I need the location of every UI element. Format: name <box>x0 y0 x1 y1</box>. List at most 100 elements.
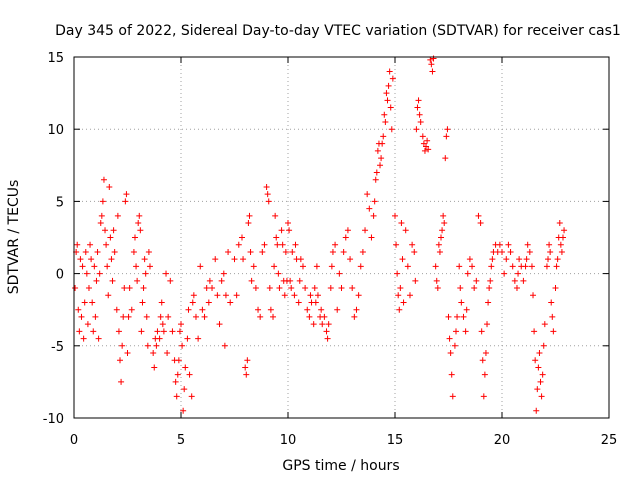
data-point <box>118 378 125 385</box>
data-point <box>105 292 112 299</box>
data-point <box>553 263 560 270</box>
data-point <box>385 82 392 89</box>
data-point <box>556 220 563 227</box>
data-point <box>299 263 306 270</box>
data-point <box>185 306 192 313</box>
data-point <box>104 263 111 270</box>
data-point <box>475 212 482 219</box>
data-point <box>355 292 362 299</box>
data-point <box>327 285 334 292</box>
data-point <box>552 285 559 292</box>
data-point <box>380 133 387 140</box>
data-point <box>313 263 320 270</box>
data-point <box>78 313 85 320</box>
data-point <box>89 299 96 306</box>
data-point <box>95 335 102 342</box>
data-point <box>77 256 84 263</box>
data-point <box>429 68 436 75</box>
data-point <box>462 328 469 335</box>
data-point <box>499 248 505 255</box>
data-point <box>340 248 347 255</box>
data-point <box>347 256 354 263</box>
grid-lines <box>74 57 609 418</box>
data-point <box>158 299 165 306</box>
data-point <box>357 263 364 270</box>
data-point <box>114 212 121 219</box>
data-point <box>175 357 182 364</box>
data-point <box>452 328 459 335</box>
data-point <box>397 285 404 292</box>
data-point <box>537 378 544 385</box>
data-point <box>416 111 423 118</box>
data-point <box>304 306 311 313</box>
data-point <box>548 299 555 306</box>
data-point <box>546 241 553 248</box>
data-point <box>169 328 176 335</box>
data-point <box>481 371 488 378</box>
data-point <box>505 241 512 248</box>
data-point <box>96 270 103 277</box>
data-point <box>332 241 339 248</box>
data-point <box>378 155 385 162</box>
data-point <box>400 299 407 306</box>
data-point <box>439 227 446 234</box>
data-point <box>138 328 145 335</box>
data-point <box>389 75 396 82</box>
data-point <box>458 299 465 306</box>
data-point <box>92 313 99 320</box>
data-point <box>473 277 480 284</box>
x-tick-label: 25 <box>601 433 618 448</box>
data-point <box>382 118 389 125</box>
data-point <box>543 263 550 270</box>
data-point <box>178 321 184 328</box>
data-point <box>425 146 432 153</box>
plot-frame <box>73 56 610 419</box>
data-point <box>353 306 360 313</box>
data-point <box>449 393 456 400</box>
data-point <box>167 277 174 284</box>
x-tick-label: 5 <box>177 433 185 448</box>
data-point <box>471 285 478 292</box>
data-point <box>362 227 369 234</box>
data-point <box>164 350 171 357</box>
data-point <box>83 270 90 277</box>
data-point <box>342 234 349 241</box>
data-point <box>366 205 373 212</box>
data-point <box>150 350 157 357</box>
data-point <box>559 234 566 241</box>
data-point <box>412 277 419 284</box>
data-point <box>448 371 455 378</box>
data-point <box>487 277 494 284</box>
data-point <box>421 147 428 154</box>
data-point <box>480 393 487 400</box>
data-point <box>276 285 283 292</box>
data-point <box>203 285 210 292</box>
data-point <box>528 263 535 270</box>
y-tick-label: 10 <box>47 123 64 138</box>
data-point <box>392 212 398 219</box>
data-point <box>372 176 379 183</box>
data-point <box>550 328 557 335</box>
data-point <box>414 104 421 111</box>
data-point <box>242 364 249 371</box>
data-point <box>434 285 441 292</box>
data-point <box>137 227 144 234</box>
data-point <box>541 321 548 328</box>
data-point <box>143 313 150 320</box>
data-point <box>98 212 105 219</box>
data-point <box>477 220 484 227</box>
data-point <box>394 270 401 277</box>
data-point <box>165 313 172 320</box>
data-point <box>302 285 309 292</box>
data-point <box>554 256 561 263</box>
data-point <box>297 256 304 263</box>
data-point <box>84 321 91 328</box>
data-point <box>286 227 293 234</box>
data-point <box>338 285 345 292</box>
data-point <box>447 350 454 357</box>
data-point <box>534 386 541 393</box>
data-point <box>94 248 101 255</box>
data-point <box>264 191 271 198</box>
data-point <box>192 313 199 320</box>
data-point <box>427 56 434 63</box>
